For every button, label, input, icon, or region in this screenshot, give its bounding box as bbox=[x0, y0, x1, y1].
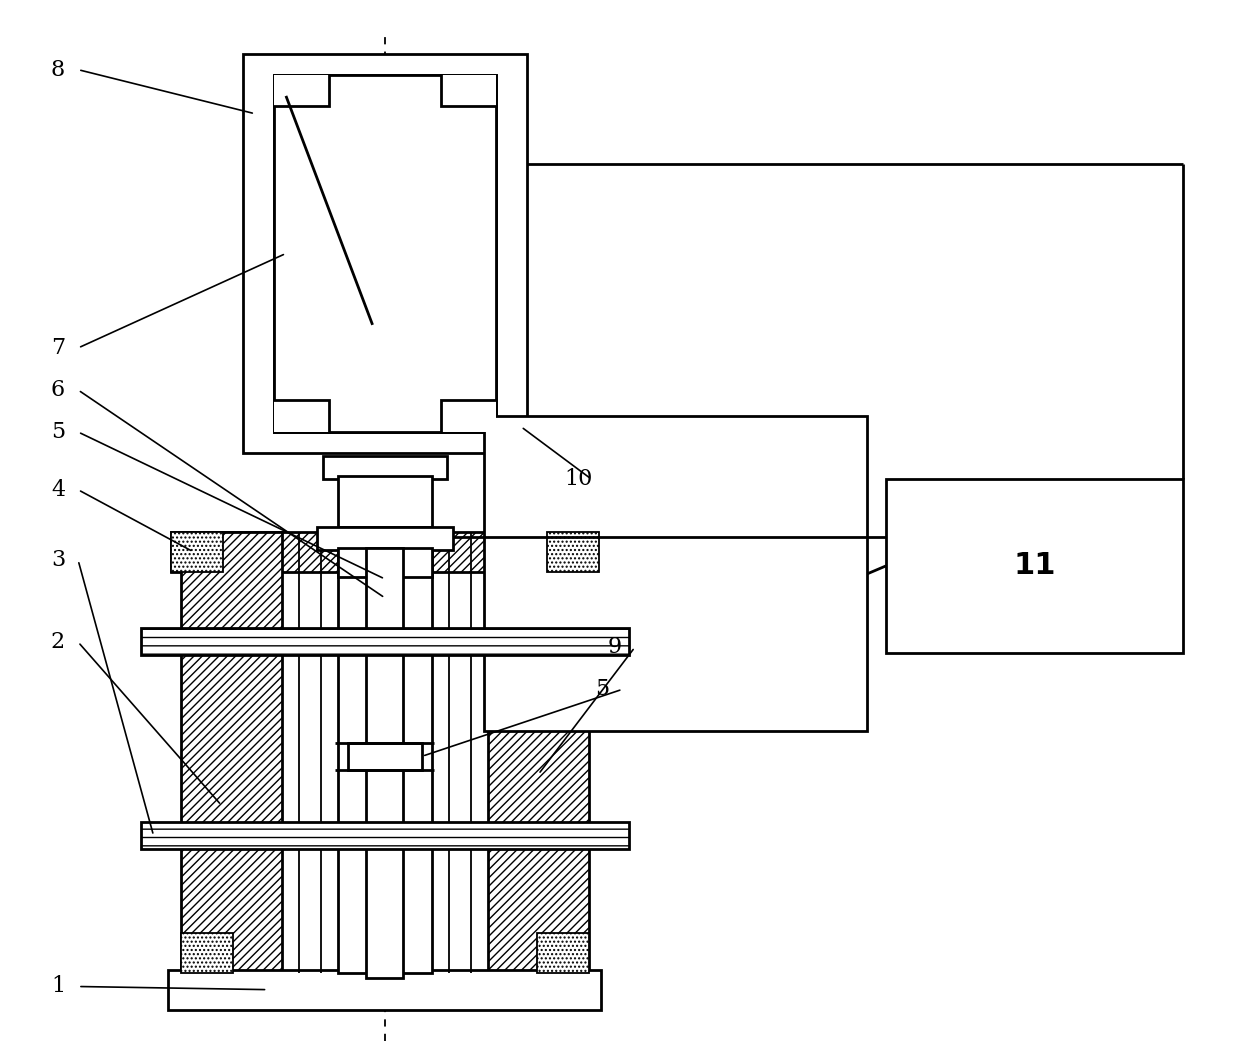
Bar bbox=[181, 933, 233, 973]
Text: 10: 10 bbox=[564, 469, 593, 491]
Text: 1: 1 bbox=[51, 975, 64, 997]
Text: 2: 2 bbox=[51, 631, 64, 653]
Bar bbox=[339, 548, 432, 577]
Bar bbox=[317, 526, 453, 550]
Text: 5: 5 bbox=[51, 421, 64, 443]
Bar bbox=[487, 532, 589, 973]
Text: 9: 9 bbox=[608, 636, 621, 658]
Bar bbox=[440, 400, 496, 432]
Bar bbox=[171, 532, 599, 572]
Text: 11: 11 bbox=[1013, 552, 1055, 580]
Bar bbox=[181, 532, 283, 973]
Polygon shape bbox=[274, 75, 496, 432]
Text: 8: 8 bbox=[51, 59, 66, 81]
Bar bbox=[243, 54, 527, 453]
Text: 4: 4 bbox=[51, 479, 64, 501]
Text: 7: 7 bbox=[51, 337, 64, 359]
Text: 5: 5 bbox=[595, 678, 609, 700]
Text: 3: 3 bbox=[51, 549, 66, 571]
Bar bbox=[347, 742, 422, 770]
Bar bbox=[324, 456, 446, 479]
Bar bbox=[547, 532, 599, 572]
Text: 6: 6 bbox=[51, 379, 64, 401]
Bar bbox=[141, 822, 629, 850]
Bar bbox=[171, 532, 223, 572]
Bar bbox=[274, 75, 496, 432]
Bar bbox=[887, 479, 1183, 653]
Bar bbox=[339, 476, 432, 526]
Bar bbox=[141, 628, 629, 655]
Bar bbox=[169, 970, 601, 1010]
Bar bbox=[440, 75, 496, 106]
Bar bbox=[339, 532, 432, 973]
Bar bbox=[537, 933, 589, 973]
Bar bbox=[274, 75, 330, 106]
Bar bbox=[274, 400, 330, 432]
Bar bbox=[484, 416, 868, 731]
Bar bbox=[274, 75, 496, 432]
Bar bbox=[366, 548, 403, 978]
